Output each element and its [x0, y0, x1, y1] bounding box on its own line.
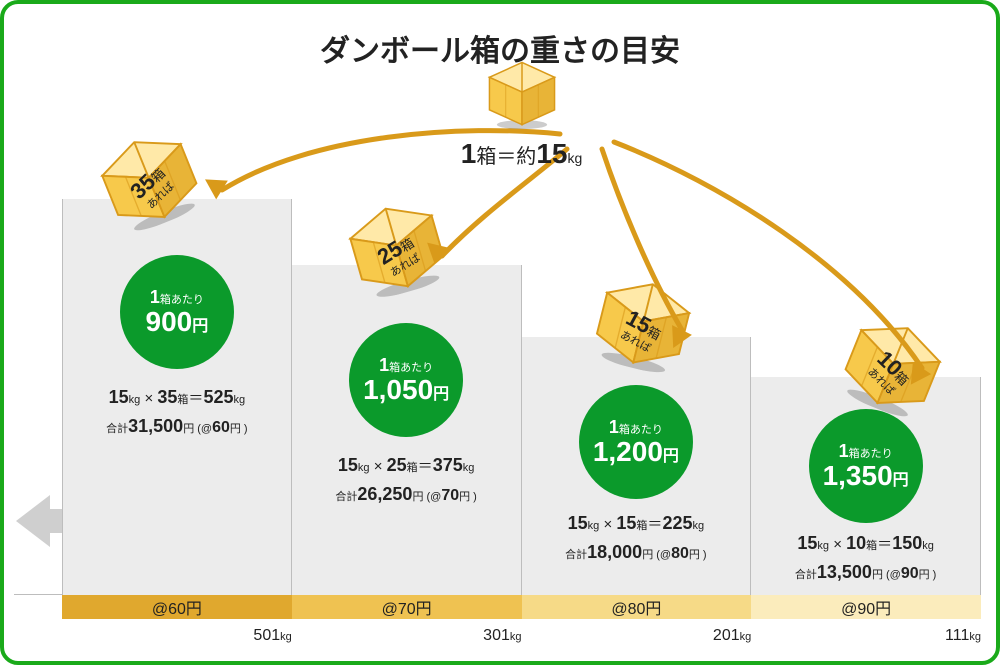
tier-box-icon: 35箱あれば [89, 122, 213, 244]
price-band: @70円 [292, 595, 522, 619]
price-band: @90円 [751, 595, 981, 619]
price-circle: 1箱あたり 900円 [120, 255, 234, 369]
bar-3: 1箱あたり 1,350円15kg × 10箱＝150kg 合計13,500円 (… [751, 377, 981, 595]
source-box-label: 1箱＝約15kg [412, 138, 632, 170]
bar-1: 1箱あたり 1,050円 15kg × 25箱＝375kg 合計26,250円 (… [292, 265, 522, 595]
calc-text: 15kg × 35箱＝525kg 合計31,500円 (@60円 ) [72, 383, 282, 441]
tier-box-icon: 25箱あれば [339, 194, 457, 310]
calc-text: 15kg × 15箱＝225kg 合計18,000円 (@80円 ) [531, 509, 741, 567]
price-circle: 1箱あたり 1,050円 [349, 323, 463, 437]
calc-text: 15kg × 10箱＝150kg 合計13,500円 (@90円 ) [761, 529, 971, 587]
infographic-frame: ダンボール箱の重さの目安 1箱あたり 900円15kg × 35箱＝525kg … [0, 0, 1000, 665]
chart-area: 1箱あたり 900円 15kg × 35箱＝525kg 合計31,500円 (@6… [62, 4, 981, 647]
kg-threshold-label: 201kg [522, 627, 752, 645]
kg-threshold-label: 301kg [292, 627, 522, 645]
bar-0: 1箱あたり 900円 15kg × 35箱＝525kg 合計31,500円 (@6… [62, 199, 292, 595]
price-band: @80円 [522, 595, 752, 619]
calc-text: 15kg × 25箱＝375kg 合計26,250円 (@70円 ) [301, 451, 511, 509]
tier-box-icon: 15箱あれば [584, 271, 700, 385]
kg-threshold-label: 501kg [62, 627, 292, 645]
kg-threshold-label: 111kg [751, 627, 981, 645]
bar-2: 1箱あたり 1,200円 15kg × 15箱＝225kg 合計18,000円 (… [522, 337, 752, 595]
source-box: 1箱＝約15kg [412, 61, 632, 170]
price-band: @60円 [62, 595, 292, 619]
price-circle: 1箱あたり 1,200円 [579, 385, 693, 499]
